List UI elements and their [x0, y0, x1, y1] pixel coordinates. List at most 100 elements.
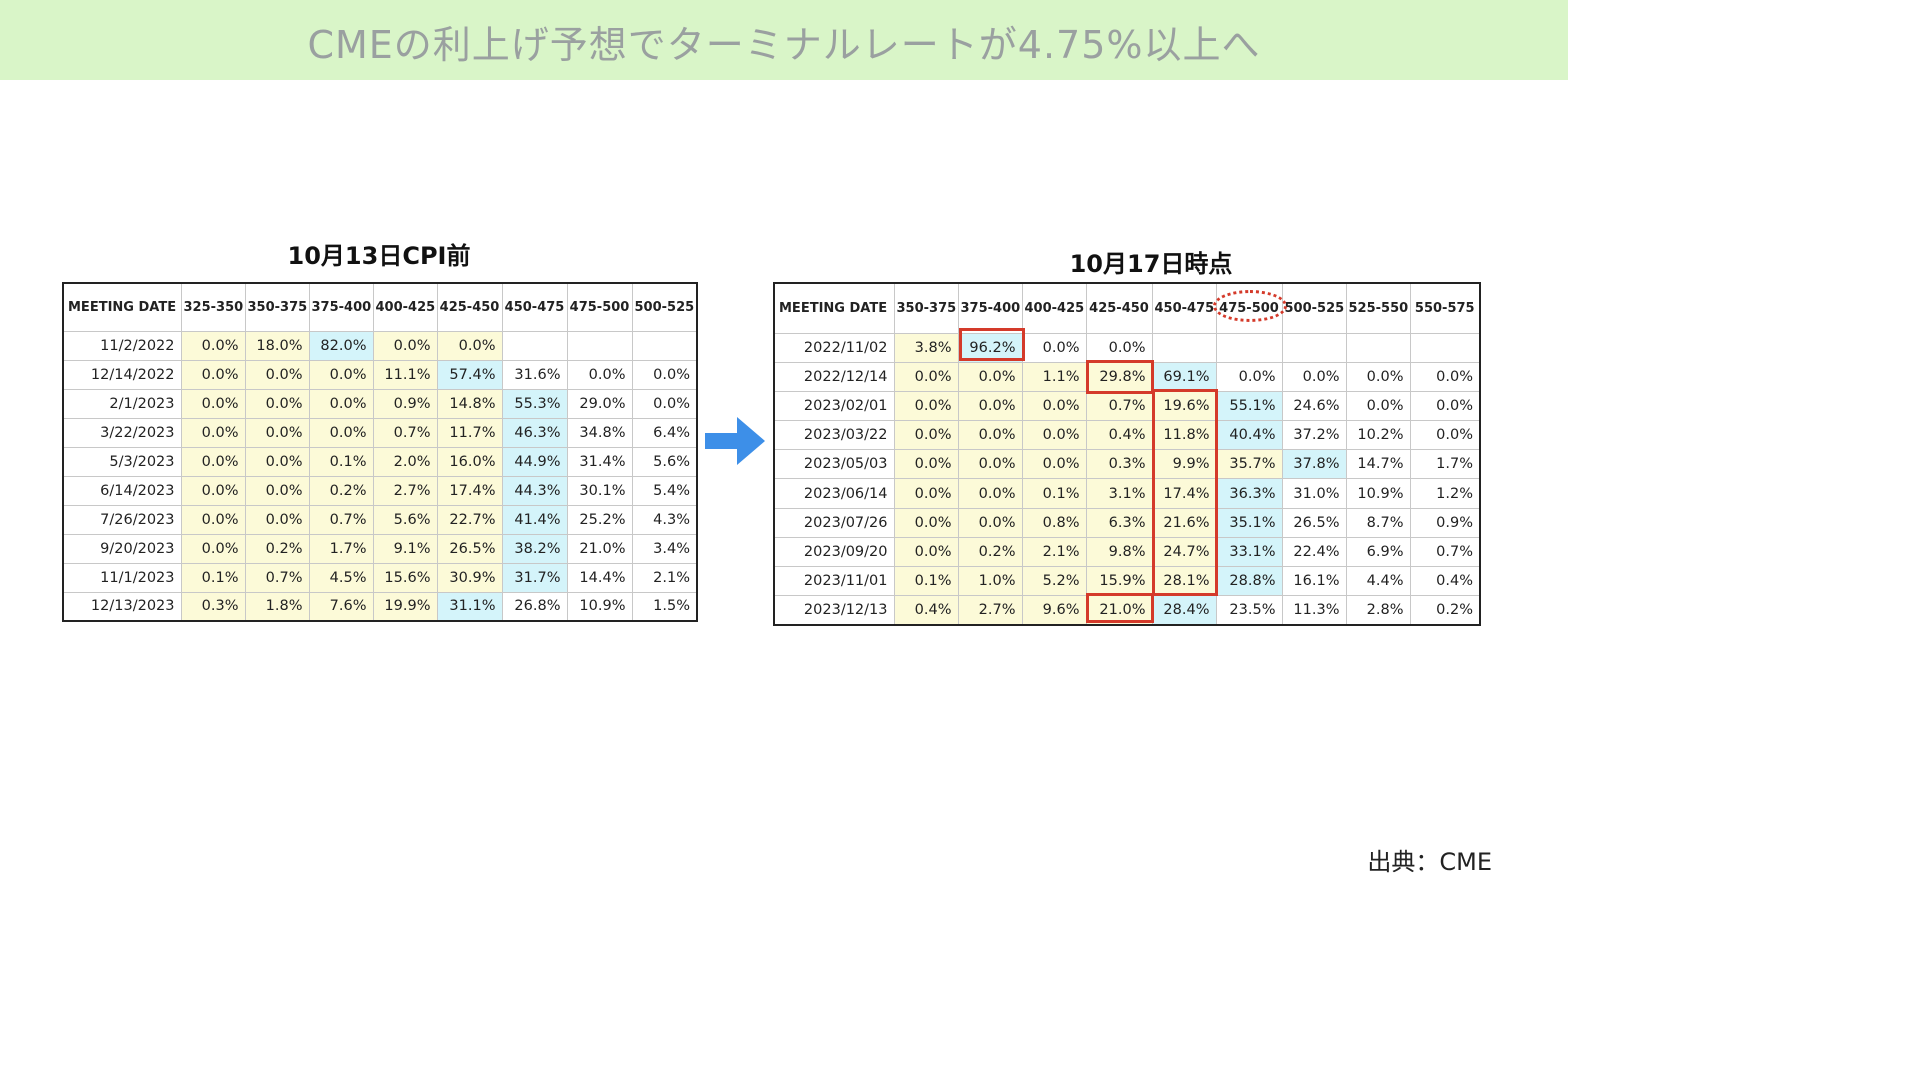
probability-cell: 0.0% [957, 361, 1023, 392]
probability-cell: 10.9% [1345, 478, 1411, 509]
probability-cell: 31.6% [501, 359, 568, 390]
probability-cell: 19.6% [1151, 390, 1217, 422]
probability-cell: 0.0% [180, 446, 246, 477]
probability-cell: 24.6% [1281, 390, 1347, 422]
probability-cell: 82.0% [308, 330, 374, 361]
meeting-date-cell: 11/2/2022 [62, 330, 182, 361]
probability-cell: 5.2% [1021, 565, 1087, 597]
probability-cell: 11.3% [1281, 595, 1347, 626]
probability-cell: 69.1% [1151, 361, 1217, 392]
column-header: 450-475 [1151, 282, 1217, 334]
probability-cell [1345, 332, 1411, 363]
probability-cell [1409, 332, 1481, 363]
probability-cell: 0.0% [1021, 390, 1087, 422]
probability-cell: 9.9% [1151, 449, 1217, 480]
probability-cell: 0.0% [957, 507, 1023, 538]
probability-cell: 0.0% [1345, 361, 1411, 392]
table-row: 2023/11/01 0.1% 1.0% 5.2% 15.9% 28.1% 28.8% 16.… [773, 565, 1481, 597]
right-arrow-icon [705, 417, 765, 465]
probability-cell: 0.0% [180, 388, 246, 419]
meeting-date-cell: 2023/03/22 [773, 420, 895, 451]
table-row: 2023/06/14 0.0% 0.0% 0.1% 3.1% 17.4% 36.3% 31.0… [773, 478, 1481, 509]
probability-cell: 0.0% [893, 361, 959, 392]
table-row: 2/1/2023 0.0% 0.0% 0.0% 0.9% 14.8% 55.3% 29.0% 0… [62, 388, 698, 419]
probability-cell: 8.7% [1345, 507, 1411, 538]
probability-cell: 9.1% [372, 533, 438, 564]
probability-cell: 22.7% [436, 504, 503, 535]
probability-table-oct17: MEETING DATE 350-375 375-400 400-425 425-450… [773, 282, 1481, 626]
probability-cell: 0.7% [244, 562, 310, 593]
meeting-date-cell: 2023/02/01 [773, 390, 895, 422]
probability-cell: 2.1% [631, 562, 698, 593]
probability-cell: 0.0% [244, 388, 310, 419]
probability-cell: 4.5% [308, 562, 374, 593]
right-table-title: 10月17日時点 [1069, 250, 1233, 278]
meeting-date-cell: 2022/12/14 [773, 361, 895, 392]
table-row: 2023/05/03 0.0% 0.0% 0.0% 0.3% 9.9% 35.7% 37.8%… [773, 449, 1481, 480]
probability-cell: 0.0% [180, 359, 246, 390]
table-row: 2023/09/20 0.0% 0.2% 2.1% 9.8% 24.7% 33.1% 22.4… [773, 536, 1481, 568]
probability-cell [1151, 332, 1217, 363]
probability-cell: 5.4% [631, 475, 698, 506]
probability-cell: 31.0% [1281, 478, 1347, 509]
probability-cell: 0.0% [893, 478, 959, 509]
probability-table-before-cpi: MEETING DATE 325-350 350-375 375-400 400-425… [62, 282, 698, 622]
probability-cell: 0.4% [1409, 565, 1481, 597]
probability-cell: 24.7% [1151, 536, 1217, 568]
column-header-meeting-date: MEETING DATE [62, 282, 182, 332]
probability-cell [501, 330, 568, 361]
meeting-date-cell: 2023/11/01 [773, 565, 895, 597]
probability-cell: 0.7% [1409, 536, 1481, 568]
probability-cell: 0.1% [308, 446, 374, 477]
probability-cell: 57.4% [436, 359, 503, 390]
probability-cell: 0.0% [957, 478, 1023, 509]
probability-cell: 38.2% [501, 533, 568, 564]
probability-cell: 1.7% [308, 533, 374, 564]
meeting-date-cell: 2023/06/14 [773, 478, 895, 509]
column-header: 375-400 [957, 282, 1023, 334]
probability-cell: 1.0% [957, 565, 1023, 597]
probability-cell: 0.0% [244, 359, 310, 390]
probability-cell: 0.0% [1281, 361, 1347, 392]
table-row: 2022/11/02 3.8% 96.2% 0.0% 0.0% [773, 332, 1481, 363]
table-row: 11/1/2023 0.1% 0.7% 4.5% 15.6% 30.9% 31.7% 14.4… [62, 562, 698, 593]
probability-cell: 28.4% [1151, 595, 1217, 626]
table-row: 9/20/2023 0.0% 0.2% 1.7% 9.1% 26.5% 38.2% 21.0%… [62, 533, 698, 564]
probability-cell: 6.9% [1345, 536, 1411, 568]
meeting-date-cell: 6/14/2023 [62, 475, 182, 506]
probability-cell: 5.6% [372, 504, 438, 535]
probability-cell: 0.7% [308, 504, 374, 535]
probability-cell: 19.9% [372, 591, 438, 622]
probability-cell: 0.0% [180, 417, 246, 448]
probability-cell: 36.3% [1215, 478, 1283, 509]
probability-cell: 1.8% [244, 591, 310, 622]
probability-cell: 15.6% [372, 562, 438, 593]
probability-cell: 0.0% [1021, 420, 1087, 451]
probability-cell: 22.4% [1281, 536, 1347, 568]
meeting-date-cell: 12/13/2023 [62, 591, 182, 622]
meeting-date-cell: 2/1/2023 [62, 388, 182, 419]
probability-cell: 55.1% [1215, 390, 1283, 422]
probability-cell: 31.1% [436, 591, 503, 622]
probability-cell: 0.0% [372, 330, 438, 361]
probability-cell: 35.7% [1215, 449, 1283, 480]
probability-cell: 0.0% [1085, 332, 1153, 363]
probability-cell: 0.0% [893, 507, 959, 538]
probability-cell: 0.0% [180, 533, 246, 564]
probability-cell: 10.9% [566, 591, 633, 622]
column-header: 400-425 [372, 282, 438, 332]
probability-cell: 0.0% [1409, 390, 1481, 422]
probability-cell: 0.4% [1085, 420, 1153, 451]
probability-cell: 26.5% [1281, 507, 1347, 538]
probability-cell: 0.0% [1409, 420, 1481, 451]
left-table-title: 10月13日CPI前 [287, 242, 471, 270]
probability-cell [566, 330, 633, 361]
probability-cell: 0.0% [180, 475, 246, 506]
column-header: 500-525 [1281, 282, 1347, 334]
probability-cell: 35.1% [1215, 507, 1283, 538]
probability-cell: 0.0% [1021, 332, 1087, 363]
probability-cell: 17.4% [1151, 478, 1217, 509]
probability-cell: 3.1% [1085, 478, 1153, 509]
probability-cell: 0.3% [180, 591, 246, 622]
probability-cell: 44.9% [501, 446, 568, 477]
